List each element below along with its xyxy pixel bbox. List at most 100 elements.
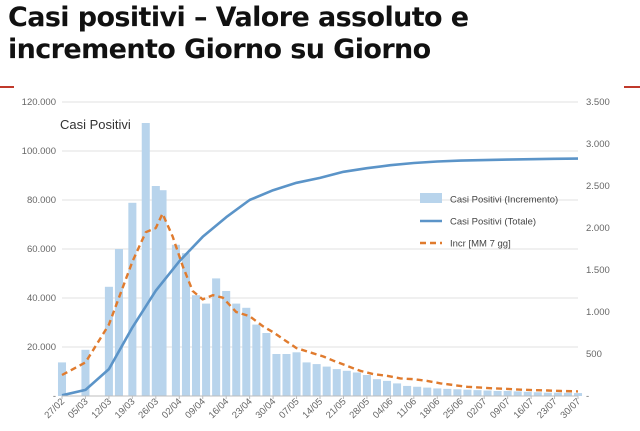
increment-bar (393, 383, 402, 396)
increment-bar (362, 375, 371, 396)
increment-bar (57, 362, 67, 396)
left-tick-label: - (53, 391, 56, 402)
x-tick-label: 28/05 (347, 396, 372, 421)
increment-bar (423, 387, 432, 396)
increment-bar (171, 244, 180, 396)
x-tick-label: 09/07 (488, 396, 513, 421)
increment-bar (302, 362, 311, 396)
increment-bar (202, 303, 211, 396)
increment-bar (463, 389, 472, 396)
x-tick-label: 23/07 (535, 396, 560, 421)
increment-bar (563, 392, 572, 396)
left-tick-label: 60.000 (27, 244, 56, 255)
page-heading: Casi positivi – Valore assoluto e increm… (8, 2, 469, 65)
increment-bar (181, 253, 190, 396)
legend-swatch (420, 193, 442, 203)
increment-bar (523, 391, 532, 396)
chart-title: Casi Positivi (60, 117, 131, 132)
increment-bar (252, 324, 261, 396)
heading-accent-right (624, 86, 640, 88)
increment-bars (57, 123, 583, 396)
x-tick-label: 27/02 (43, 396, 68, 421)
increment-bar (443, 388, 452, 396)
increment-bar (212, 278, 221, 396)
legend: Casi Positivi (Incremento) Casi Positivi … (420, 193, 558, 250)
increment-bar (453, 389, 462, 396)
x-tick-label: 02/07 (465, 396, 490, 421)
x-tick-label: 30/04 (254, 396, 279, 421)
left-tick-label: 100.000 (22, 146, 56, 157)
x-tick-label: 02/04 (160, 396, 185, 421)
moving-average-line (61, 212, 579, 393)
increment-bar (232, 303, 241, 396)
increment-bar (242, 307, 251, 396)
increment-bar (503, 390, 512, 396)
increment-bar (483, 390, 492, 396)
right-tick-label: 500 (586, 349, 602, 360)
x-tick-label: 18/06 (418, 396, 443, 421)
legend-label: Incr [MM 7 gg] (450, 239, 511, 250)
increment-bar (141, 123, 150, 396)
x-tick-label: 19/03 (113, 396, 138, 421)
increment-bar (272, 354, 281, 396)
legend-label: Casi Positivi (Incremento) (450, 195, 558, 206)
x-tick-label: 11/06 (395, 396, 419, 420)
left-tick-label: 40.000 (27, 293, 56, 304)
increment-bar (312, 364, 321, 396)
right-tick-label: 1.500 (586, 265, 610, 276)
right-tick-label: 2.000 (586, 223, 610, 234)
x-tick-label: 12/03 (89, 396, 114, 421)
x-tick-label: 14/05 (301, 396, 326, 421)
increment-bar (473, 390, 482, 396)
total-cases-line (61, 157, 579, 397)
left-tick-label: 120.000 (22, 97, 56, 108)
increment-bar (332, 369, 341, 396)
x-tick-label: 23/04 (230, 396, 255, 421)
increment-bar (543, 392, 552, 396)
increment-bar (128, 202, 137, 396)
x-tick-label: 16/07 (512, 396, 537, 421)
increment-bar (292, 352, 301, 396)
legend-label: Casi Positivi (Totale) (450, 217, 536, 228)
right-tick-label: 3.000 (586, 139, 610, 150)
left-tick-label: 80.000 (27, 195, 56, 206)
increment-bar (573, 393, 583, 396)
right-tick-label: - (586, 391, 589, 402)
increment-bar (104, 286, 113, 396)
increment-bar (372, 379, 381, 396)
increment-bar (533, 392, 542, 396)
x-tick-label: 30/07 (559, 396, 584, 421)
increment-bar (322, 366, 331, 396)
x-tick-label: 21/05 (324, 396, 349, 421)
increment-bar (513, 391, 522, 396)
increment-bar (553, 392, 562, 396)
left-tick-label: 20.000 (27, 342, 56, 353)
x-tick-label: 25/06 (441, 396, 466, 421)
x-tick-label: 07/05 (277, 396, 302, 421)
increment-bar (222, 291, 231, 396)
right-tick-label: 3.500 (586, 97, 610, 108)
increment-bar (382, 380, 392, 396)
right-tick-label: 1.000 (586, 307, 610, 318)
increment-bar (192, 295, 201, 396)
increment-bar (433, 388, 442, 396)
increment-bar (493, 390, 502, 396)
x-tick-label: 04/06 (371, 396, 396, 421)
cases-chart: - 20.000 40.000 60.000 80.000 100.000 120.000 -… (22, 97, 610, 421)
increment-bar (114, 249, 123, 396)
increment-bar (81, 349, 90, 396)
x-tick-label: 09/04 (183, 396, 208, 421)
increment-bar (342, 370, 351, 396)
increment-bar (262, 333, 271, 396)
increment-bar (413, 386, 422, 396)
x-tick-label: 16/04 (207, 396, 232, 421)
x-tick-label: 05/03 (66, 396, 91, 421)
series-lines (61, 157, 579, 397)
x-tick-label: 26/03 (136, 396, 161, 421)
increment-bar (352, 372, 361, 396)
increment-bar (282, 354, 291, 396)
right-tick-label: 2.500 (586, 181, 610, 192)
increment-bar (158, 190, 167, 396)
heading-accent-left (0, 86, 14, 88)
increment-bar (403, 385, 412, 396)
